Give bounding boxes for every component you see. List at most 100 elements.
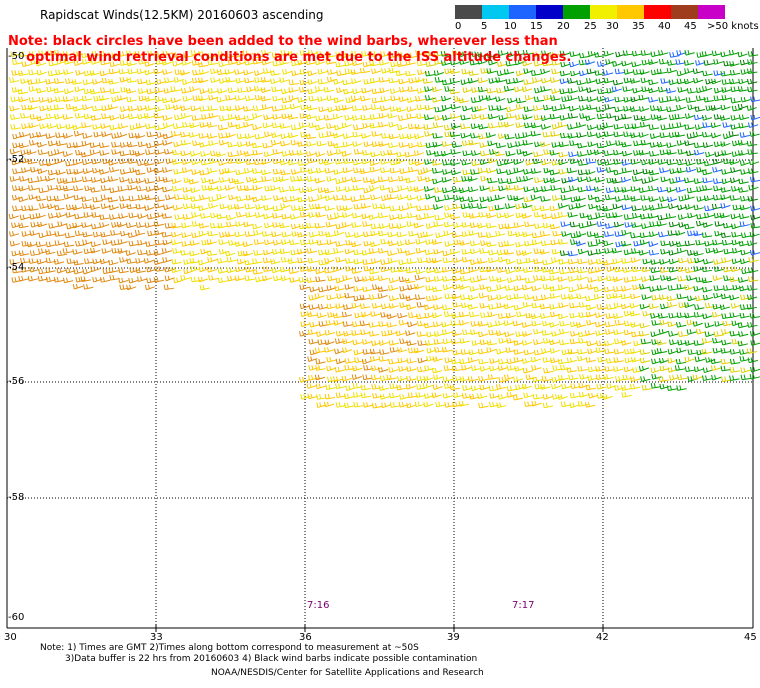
wind-barb: [605, 59, 616, 65]
wind-barb: [534, 223, 545, 229]
wind-barb: [368, 214, 379, 221]
wind-barb: [66, 258, 77, 264]
wind-barb: [389, 383, 400, 390]
wind-barb: [359, 194, 371, 201]
wind-barb: [72, 159, 83, 166]
wind-barb: [469, 240, 481, 247]
wind-barb: [406, 194, 417, 201]
wind-barb: [64, 232, 76, 239]
wind-barb: [623, 105, 634, 112]
wind-barb: [335, 241, 346, 247]
wind-barb: [669, 52, 680, 58]
wind-barb: [83, 70, 95, 77]
wind-barb: [495, 77, 506, 83]
wind-barb: [667, 285, 679, 291]
wind-barb: [621, 258, 632, 264]
wind-barb: [119, 150, 130, 157]
wind-barb: [17, 88, 29, 95]
warning-note-line2: optimal wind retrieval conditions are me…: [8, 50, 572, 65]
wind-barb: [335, 105, 346, 112]
wind-barb: [595, 248, 607, 255]
wind-barb: [217, 124, 229, 131]
wind-barb: [495, 142, 507, 149]
wind-barb: [620, 303, 632, 310]
wind-barb: [18, 275, 29, 282]
wind-barb: [36, 132, 47, 138]
wind-barb: [739, 312, 750, 319]
wind-barb: [477, 86, 489, 93]
wind-barb: [378, 112, 389, 119]
wind-barb: [453, 392, 464, 399]
wind-barb: [46, 86, 57, 93]
wind-barb: [651, 349, 662, 356]
wind-barb: [225, 214, 237, 221]
wind-barb: [444, 293, 455, 300]
wind-barb: [111, 133, 122, 139]
wind-barb: [434, 77, 446, 83]
wind-barb: [686, 87, 698, 94]
wind-barb: [587, 51, 598, 57]
wind-barb: [82, 159, 93, 166]
wind-barb: [532, 51, 543, 58]
wind-barb: [281, 104, 292, 111]
wind-barb: [90, 114, 102, 121]
wind-barb: [156, 79, 167, 85]
wind-barb: [118, 158, 129, 165]
wind-barb: [244, 95, 256, 102]
wind-barb: [71, 79, 82, 85]
wind-barb: [119, 113, 130, 120]
wind-barb: [613, 366, 624, 372]
wind-barb: [479, 284, 490, 290]
wind-barb: [38, 50, 49, 56]
wind-barb: [594, 52, 605, 58]
wind-barb: [578, 59, 590, 66]
wind-barb: [83, 284, 94, 290]
wind-barb: [496, 294, 507, 301]
wind-barb: [677, 214, 688, 221]
wind-barb: [623, 366, 634, 373]
wind-barb: [749, 330, 760, 337]
wind-barb: [192, 140, 203, 147]
wind-barb: [163, 204, 174, 211]
wind-barb: [378, 141, 389, 147]
wind-barb: [323, 114, 335, 121]
wind-barb: [749, 231, 760, 238]
wind-barb: [710, 105, 721, 111]
wind-barb: [198, 95, 209, 102]
wind-barb: [246, 176, 257, 183]
wind-barb: [299, 50, 310, 56]
wind-barb: [406, 113, 417, 119]
wind-barb: [235, 114, 246, 121]
wind-barb: [683, 60, 695, 66]
wind-barb: [174, 114, 185, 121]
wind-barb: [73, 96, 84, 102]
wind-barb: [36, 87, 47, 94]
wind-barb: [678, 257, 689, 264]
wind-barb: [271, 231, 282, 238]
wind-barb: [650, 331, 661, 338]
wind-barb: [542, 402, 554, 409]
wind-barb: [198, 230, 209, 237]
wind-barb: [695, 328, 707, 335]
wind-barb: [82, 79, 94, 86]
wind-barb: [558, 339, 570, 346]
wind-barb: [729, 367, 740, 373]
wind-barb: [162, 239, 173, 246]
wind-barb: [656, 285, 668, 291]
wind-barb: [485, 232, 497, 238]
wind-barb: [397, 185, 408, 192]
wind-barb: [703, 195, 715, 202]
wind-barb: [695, 276, 706, 283]
wind-barb: [263, 249, 274, 256]
wind-barb: [711, 374, 722, 381]
wind-barb: [27, 177, 39, 184]
wind-barb: [730, 303, 741, 309]
wind-barb: [441, 177, 452, 183]
wind-barb: [485, 95, 497, 101]
wind-barb: [417, 232, 428, 239]
wind-barb: [695, 87, 707, 94]
wind-barb: [309, 322, 320, 328]
wind-barb: [37, 149, 49, 156]
wind-barb: [280, 203, 291, 209]
wind-barb: [531, 320, 542, 327]
